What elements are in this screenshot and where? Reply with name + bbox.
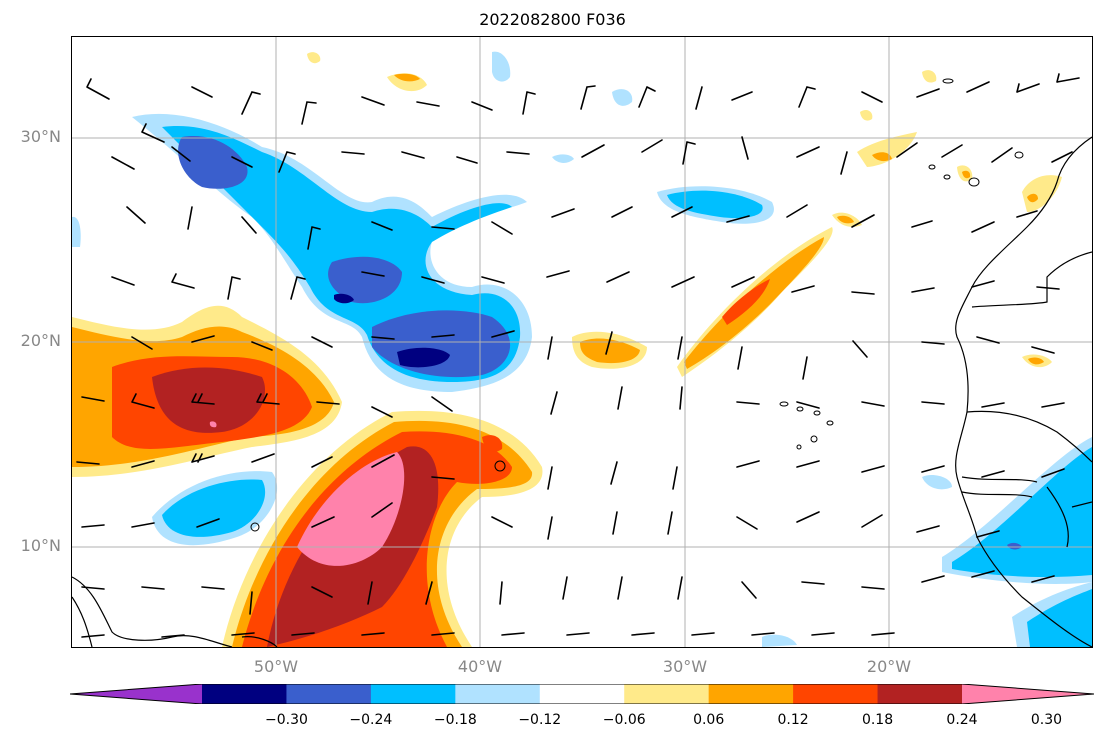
lat-label-20n: 20°N <box>20 331 61 350</box>
coastlines <box>72 136 1092 647</box>
lon-label-40w: 40°W <box>457 657 503 676</box>
colorbar-segment <box>286 684 372 704</box>
colorbar-extend-high <box>962 684 1094 704</box>
map-title: 2022082800 F036 <box>479 10 626 29</box>
colorbar-segment <box>624 684 710 704</box>
colorbar-tick-label: −0.18 <box>433 712 477 728</box>
negative-anomaly-field <box>72 51 1092 647</box>
lon-label-20w: 20°W <box>866 657 912 676</box>
colorbar-segment <box>877 684 963 704</box>
colorbar-tick-label: 0.18 <box>861 712 894 728</box>
colorbar-segment <box>539 684 625 704</box>
colorbar-segment <box>370 684 456 704</box>
colorbar-tick-label: −0.12 <box>518 712 562 728</box>
colorbar-tick-label: 0.24 <box>946 712 978 728</box>
colorbar-tick-label: 0.12 <box>777 712 809 728</box>
lat-label-10n: 10°N <box>20 536 61 555</box>
lon-label-30w: 30°W <box>662 657 708 676</box>
colorbar-tick-label: 0.06 <box>693 712 725 728</box>
map-svg <box>72 37 1092 647</box>
colorbar-segment <box>455 684 541 704</box>
islands <box>250 78 1024 532</box>
wind-barbs <box>76 73 1080 638</box>
colorbar-segment <box>708 684 794 704</box>
colorbar-segment <box>202 684 287 704</box>
colorbar-tick-label: −0.06 <box>602 712 646 728</box>
lat-label-30n: 30°N <box>20 127 61 146</box>
colorbar-tick-label: 0.30 <box>1030 712 1063 728</box>
lon-label-50w: 50°W <box>253 657 299 676</box>
colorbar-tick-label: −0.30 <box>264 712 308 728</box>
colorbar-extend-low <box>70 684 202 704</box>
colorbar <box>70 684 1094 704</box>
colorbar-segment <box>793 684 879 704</box>
map-panel <box>71 36 1093 648</box>
colorbar-tick-label: −0.24 <box>349 712 393 728</box>
